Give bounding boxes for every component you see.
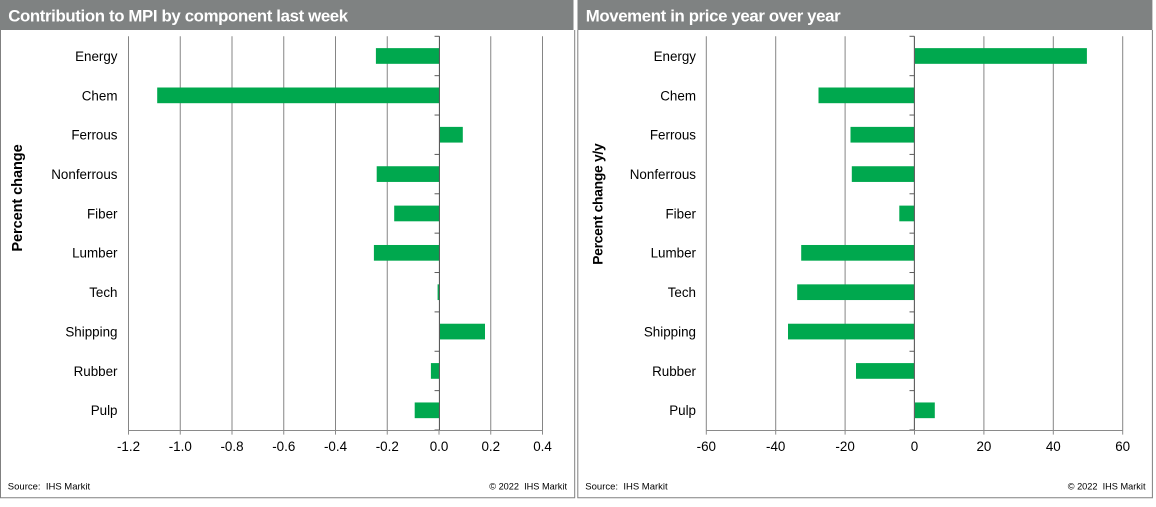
svg-text:-0.6: -0.6 — [272, 439, 295, 454]
svg-text:© 2022 IHS Markit: © 2022 IHS Markit — [1068, 481, 1146, 491]
svg-text:Nonferrous: Nonferrous — [51, 167, 118, 182]
svg-text:60: 60 — [1115, 439, 1130, 454]
svg-text:Movement in price year over ye: Movement in price year over year — [586, 7, 841, 26]
svg-text:Source: IHS Markit: Source: IHS Markit — [8, 482, 91, 493]
svg-text:0.2: 0.2 — [481, 439, 500, 454]
svg-text:Fiber: Fiber — [665, 206, 696, 221]
svg-text:Chem: Chem — [82, 88, 118, 103]
svg-text:20: 20 — [976, 439, 991, 454]
svg-text:Pulp: Pulp — [91, 403, 118, 418]
svg-text:Shipping: Shipping — [644, 324, 696, 339]
svg-text:-0.4: -0.4 — [324, 439, 348, 454]
svg-text:Chem: Chem — [660, 88, 696, 103]
svg-text:© 2022 IHS Markit: © 2022 IHS Markit — [489, 481, 567, 491]
svg-text:-20: -20 — [835, 439, 854, 454]
svg-text:Ferrous: Ferrous — [71, 128, 117, 143]
svg-text:-0.8: -0.8 — [220, 439, 243, 454]
svg-text:Source: IHS Markit: Source: IHS Markit — [585, 482, 668, 493]
svg-text:-1.0: -1.0 — [169, 439, 192, 454]
svg-text:-60: -60 — [697, 439, 716, 454]
svg-text:Rubber: Rubber — [74, 364, 118, 379]
svg-text:Contribution to MPI by compone: Contribution to MPI by component last we… — [8, 7, 349, 26]
svg-text:0.4: 0.4 — [533, 439, 552, 454]
svg-text:-0.2: -0.2 — [376, 439, 399, 454]
svg-text:Nonferrous: Nonferrous — [630, 167, 697, 182]
svg-text:0.0: 0.0 — [430, 439, 449, 454]
svg-text:Energy: Energy — [75, 49, 118, 64]
svg-text:Percent change y/y: Percent change y/y — [590, 143, 606, 265]
svg-text:Percent change: Percent change — [10, 144, 26, 251]
svg-text:Fiber: Fiber — [87, 206, 118, 221]
svg-text:0: 0 — [911, 439, 918, 454]
svg-text:40: 40 — [1046, 439, 1061, 454]
svg-text:-40: -40 — [766, 439, 785, 454]
svg-text:Pulp: Pulp — [669, 403, 696, 418]
svg-text:Lumber: Lumber — [651, 246, 697, 261]
svg-text:Rubber: Rubber — [652, 364, 696, 379]
svg-text:-1.2: -1.2 — [117, 439, 140, 454]
svg-text:Shipping: Shipping — [65, 324, 117, 339]
svg-text:Tech: Tech — [668, 285, 696, 300]
svg-text:Lumber: Lumber — [72, 246, 118, 261]
svg-text:Energy: Energy — [654, 49, 697, 64]
svg-text:Tech: Tech — [89, 285, 117, 300]
svg-text:Ferrous: Ferrous — [650, 128, 696, 143]
